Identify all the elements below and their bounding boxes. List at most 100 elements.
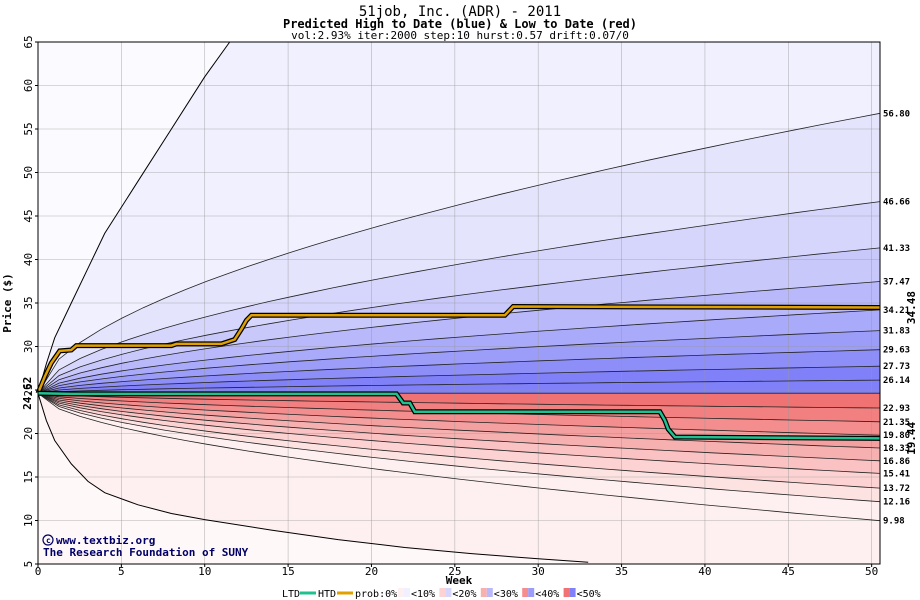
chart-subtitle: Predicted High to Date (blue) & Low to D… <box>283 17 637 31</box>
bound-line <box>37 112 881 394</box>
y-tick-label: 45 <box>22 209 35 222</box>
high-band <box>38 113 880 394</box>
chart-params: vol:2.93% iter:2000 step:10 hurst:0.57 d… <box>291 29 629 42</box>
x-tick-label: 20 <box>365 565 378 578</box>
y-tick-label: 5 <box>22 561 35 568</box>
bound-line <box>37 392 881 474</box>
bound-line <box>37 379 881 394</box>
bound-line <box>37 392 881 409</box>
low-band <box>38 393 880 564</box>
x-tick-label: 15 <box>281 565 294 578</box>
legend-prob-label: prob:0% <box>355 589 397 600</box>
y-tick-label: 55 <box>22 122 35 135</box>
bound-value-label: 46.66 <box>883 198 910 208</box>
credits: c www.textbiz.org The Research Foundatio… <box>42 534 249 559</box>
extreme-high-line <box>37 41 231 394</box>
bound-value-label: 56.80 <box>883 109 910 119</box>
high-current-label: 34.48 <box>905 291 918 324</box>
bound-value-label: 37.47 <box>883 278 910 288</box>
low-band <box>38 393 880 502</box>
credit-website: www.textbiz.org <box>56 534 155 547</box>
x-tick-label: 0 <box>35 565 42 578</box>
start-price-label: 24.62 <box>21 377 34 410</box>
bound-line <box>37 392 881 449</box>
bound-lines <box>37 41 881 563</box>
legend-swatch-red <box>480 588 487 597</box>
low-band <box>38 393 589 564</box>
low-band <box>38 393 880 422</box>
low-band <box>38 393 880 408</box>
legend-item-label: <20% <box>452 589 476 600</box>
legend-swatch-red <box>398 588 404 597</box>
legend-htd-label: HTD <box>318 589 336 600</box>
x-tick-label: 35 <box>615 565 628 578</box>
bound-line <box>37 392 881 436</box>
x-tick-label: 30 <box>532 565 545 578</box>
low-band <box>38 393 880 489</box>
x-axis-label: Week <box>446 574 473 587</box>
credit-organization: The Research Foundation of SUNY <box>43 546 249 559</box>
bound-line <box>37 392 881 489</box>
x-tick-label: 50 <box>865 565 878 578</box>
y-tick-label: 60 <box>22 79 35 92</box>
extreme-low-line <box>37 393 589 563</box>
legend-swatch-blue <box>404 588 410 597</box>
y-axis-label: Price ($) <box>1 273 14 333</box>
legend-ltd-label: LTD <box>282 589 300 600</box>
high-band <box>38 281 880 394</box>
bound-line <box>37 365 881 394</box>
x-tick-label: 25 <box>448 565 461 578</box>
legend-swatch-blue <box>528 588 535 597</box>
x-tick-label: 5 <box>118 565 125 578</box>
low-band <box>38 393 880 474</box>
series-lines <box>35 303 881 441</box>
low-band <box>38 393 880 461</box>
bound-line <box>37 281 881 394</box>
legend-swatch-blue <box>445 588 452 597</box>
high-band <box>38 42 880 394</box>
y-tick-label: 30 <box>22 340 35 353</box>
bound-line <box>37 392 881 462</box>
bound-line <box>37 392 881 522</box>
y-tick-label: 25 <box>22 383 35 396</box>
y-tick-label: 50 <box>22 166 35 179</box>
legend-swatch-red <box>522 588 529 597</box>
high-band <box>38 366 880 394</box>
legend-item-label: <10% <box>411 589 435 600</box>
y-tick-label: 35 <box>22 296 35 309</box>
low-band <box>38 393 880 521</box>
high-band <box>38 349 880 394</box>
copyright-c: c <box>46 536 51 545</box>
bound-value-label: 26.14 <box>883 376 911 386</box>
bound-value-label: 21.35 <box>883 418 910 428</box>
htd-line <box>36 305 881 394</box>
bound-value-label: 19.80 <box>883 431 910 441</box>
bound-value-label: 15.41 <box>883 469 910 479</box>
bound-line <box>37 330 881 394</box>
high-band <box>38 309 880 394</box>
bound-value-label: 31.83 <box>883 327 910 337</box>
legend-swatch-red <box>439 588 446 597</box>
x-axis-ticks: 0 5 10 15 20 25 30 35 40 45 50 <box>35 564 878 578</box>
bound-value-label: 12.16 <box>883 498 910 508</box>
chart-title: 51job, Inc. (ADR) - 2011 <box>359 4 561 20</box>
y-tick-label: 65 <box>22 35 35 48</box>
copyright-icon <box>42 534 54 546</box>
x-tick-label: 10 <box>198 565 211 578</box>
y-tick-label: 10 <box>22 514 35 527</box>
bound-value-label: 9.98 <box>883 517 905 527</box>
legend-swatch-blue <box>486 588 493 597</box>
bound-line <box>37 201 881 394</box>
bound-line <box>37 349 881 394</box>
bound-value-label: 34.21 <box>883 306 910 316</box>
high-band <box>38 42 880 394</box>
low-current-label: 19.44 <box>905 421 918 454</box>
legend: LTD HTD prob:0% <10% <20% <30% <40% <50% <box>282 588 601 600</box>
high-band <box>38 247 880 394</box>
bound-value-label: 13.72 <box>883 484 910 494</box>
legend-item-label: <40% <box>535 589 559 600</box>
legend-item-label: <30% <box>494 589 518 600</box>
y-tick-label: 20 <box>22 427 35 440</box>
legend-swatch-blue <box>569 588 576 597</box>
